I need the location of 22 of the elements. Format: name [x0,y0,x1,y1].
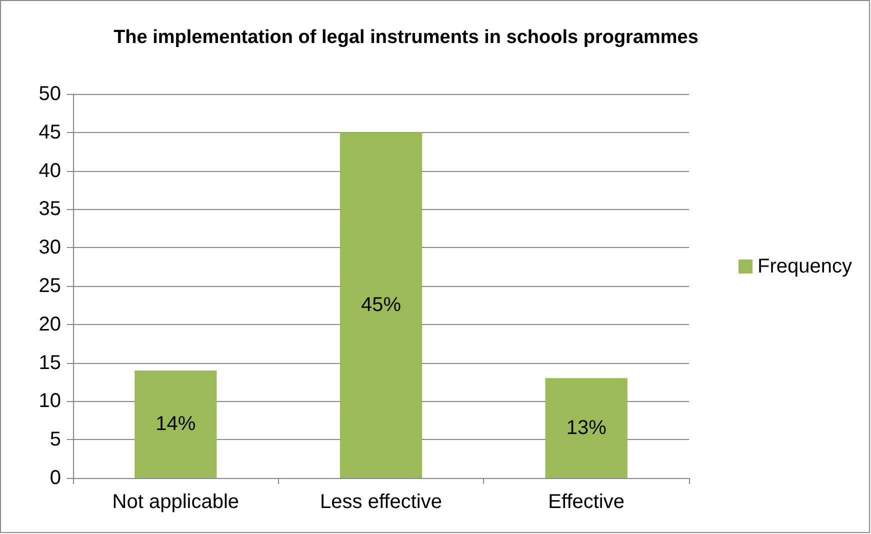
data-label: 45% [360,294,402,316]
y-tick-label: 40 [38,160,61,182]
y-tick-label: 20 [38,313,61,336]
data-label: 14% [156,413,196,436]
x-tick-label: Effective [548,491,625,513]
y-tick-label: 5 [50,428,61,451]
y-tick-label: 35 [38,198,61,220]
y-tick-label: 45 [38,121,61,144]
x-tick-label: Not applicable [112,491,240,513]
data-label: 13% [566,417,607,440]
y-tick-label: 30 [38,236,61,259]
legend-label: Frequency [758,256,852,278]
y-tick-label: 25 [38,275,61,297]
chart-title: The implementation of legal instruments in schools programmes [114,27,698,48]
y-tick-label: 10 [38,390,61,412]
bar [340,132,422,478]
y-tick-label: 15 [38,352,61,374]
y-tick-label: 50 [38,83,61,105]
bar [134,370,217,478]
bar [545,378,628,478]
x-tick-label: Less effective [320,491,442,513]
y-tick-label: 0 [50,467,61,489]
